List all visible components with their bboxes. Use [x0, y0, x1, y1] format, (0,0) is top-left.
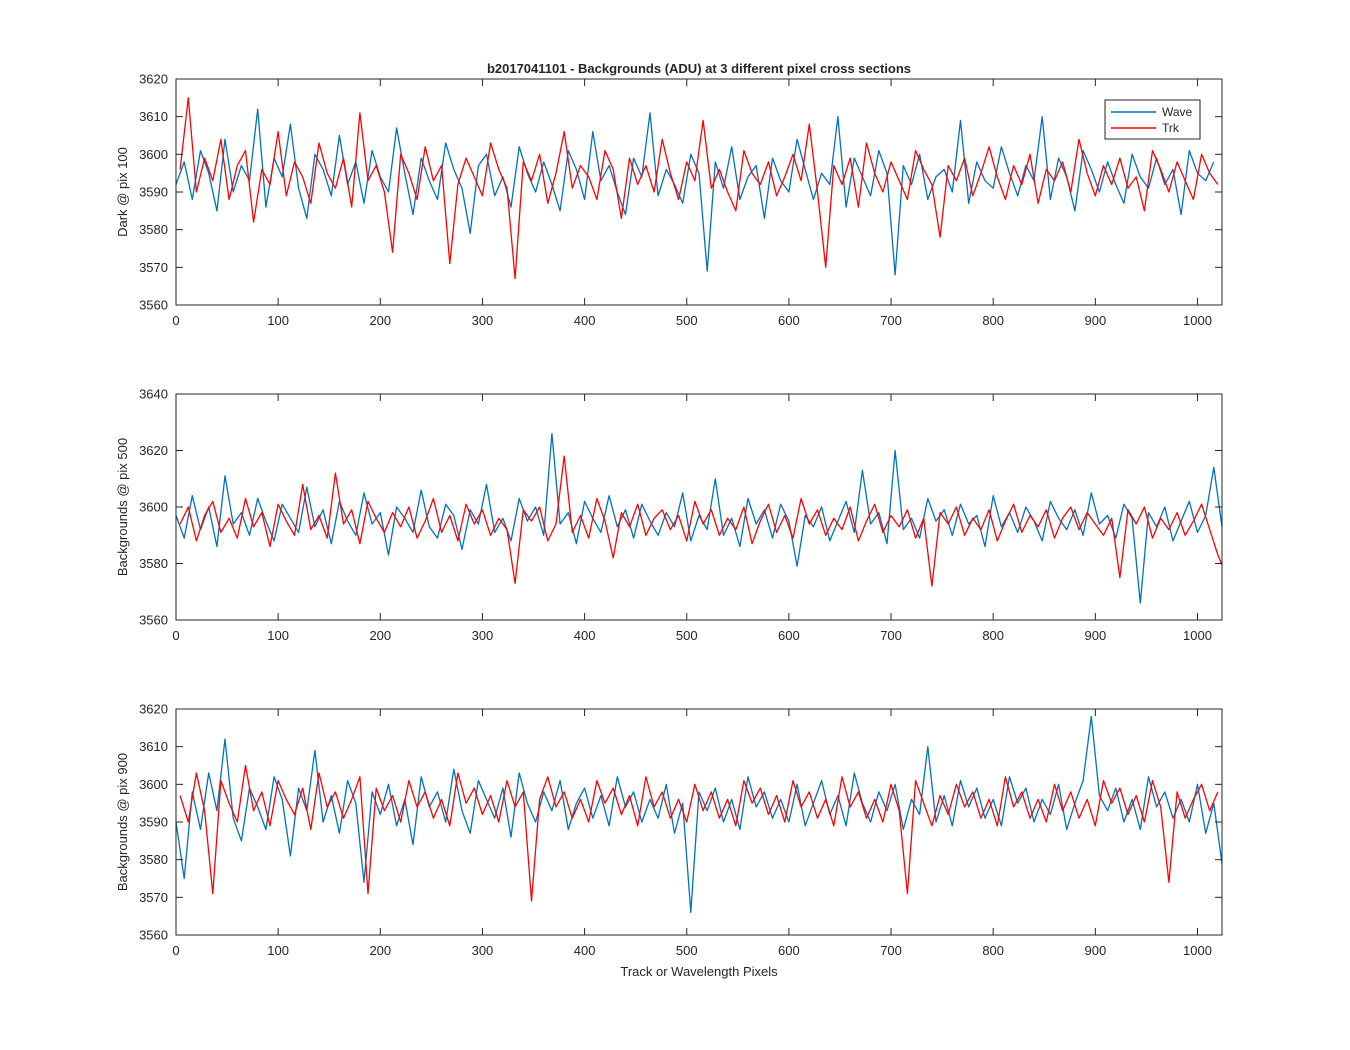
subplots: 0 100 200 300 400 500 600 700 800 900 100035603570…: [115, 72, 1223, 958]
subplot-2: 0 100 200 300 400 500 600 700 800 900 1000 3560 3580…: [115, 387, 1223, 643]
y-tick-label: 3600: [139, 147, 168, 162]
legend: Wave Trk: [1104, 99, 1201, 140]
y-tick-label: 3600: [139, 500, 168, 515]
x-tick-label: 900: [1084, 943, 1106, 958]
x-tick-label: 700: [880, 943, 902, 958]
x-tick-label: 100: [267, 628, 289, 643]
x-tick-label: 800: [982, 943, 1004, 958]
x-tick-label: 300: [472, 313, 494, 328]
x-tick-label: 600: [778, 943, 800, 958]
y-tick-label: 3610: [139, 109, 168, 124]
x-tick-label: 600: [778, 628, 800, 643]
x-tick-label: 500: [676, 313, 698, 328]
x-tick-label: 800: [982, 628, 1004, 643]
series-line-trk: [179, 455, 1222, 587]
x-axis-label: Track or Wavelength Pixels: [620, 964, 778, 979]
series-line-trk: [179, 764, 1219, 902]
x-tick-label: 400: [574, 313, 596, 328]
y-axis-label: Backgrounds @ pix 900: [115, 753, 130, 891]
x-tick-label: 200: [369, 628, 391, 643]
y-tick-label: 3620: [139, 443, 168, 458]
x-tick-label: 900: [1084, 628, 1106, 643]
x-tick-label: 1000: [1183, 628, 1212, 643]
figure-title: b2017041101 - Backgrounds (ADU) at 3 dif…: [487, 61, 911, 76]
x-tick-label: 700: [880, 313, 902, 328]
subplot-3: 0 100 200 300 400 500 600 700 800 900 1000 3560 3570…: [115, 702, 1223, 958]
x-tick-label: 700: [880, 628, 902, 643]
x-tick-label: 300: [472, 943, 494, 958]
y-axis-label: Dark @ pix 100: [115, 147, 130, 237]
y-tick-label: 3580: [139, 222, 168, 237]
series-line-wave: [176, 108, 1215, 276]
subplot-1: 0 100 200 300 400 500 600 700 800 900 1000 3560 3570…: [115, 72, 1223, 328]
y-tick-label: 3620: [139, 702, 168, 717]
plot-area: [176, 394, 1222, 620]
legend-label-wave: Wave: [1162, 105, 1193, 119]
x-tick-label: 0: [172, 628, 179, 643]
x-tick-label: 0: [172, 313, 179, 328]
x-tick-label: 100: [267, 943, 289, 958]
series-group: [176, 715, 1222, 914]
series-line-trk: [179, 97, 1219, 280]
x-tick-label: 500: [676, 943, 698, 958]
y-tick-label: 3620: [139, 72, 168, 87]
x-tick-label: 300: [472, 628, 494, 643]
y-tick-label: 3560: [139, 928, 168, 943]
x-tick-label: 200: [369, 313, 391, 328]
y-tick-label: 3580: [139, 852, 168, 867]
y-axis-label: Backgrounds @ pix 500: [115, 438, 130, 576]
x-tick-label: 200: [369, 943, 391, 958]
x-tick-label: 900: [1084, 313, 1106, 328]
x-tick-label: 600: [778, 313, 800, 328]
y-tick-label: 3590: [139, 815, 168, 830]
x-tick-label: 1000: [1183, 943, 1212, 958]
x-tick-label: 500: [676, 628, 698, 643]
y-tick-label: 3560: [139, 298, 168, 313]
y-tick-label: 3600: [139, 777, 168, 792]
x-tick-label: 400: [574, 628, 596, 643]
y-tick-label: 3610: [139, 739, 168, 754]
legend-label-trk: Trk: [1162, 121, 1180, 135]
y-tick-label: 3590: [139, 185, 168, 200]
legend-box: [1104, 99, 1201, 140]
x-tick-label: 800: [982, 313, 1004, 328]
series-group: [176, 432, 1222, 604]
y-tick-label: 3580: [139, 556, 168, 571]
series-group: [176, 97, 1219, 280]
x-tick-label: 100: [267, 313, 289, 328]
y-tick-label: 3640: [139, 387, 168, 402]
y-tick-label: 3560: [139, 613, 168, 628]
x-tick-label: 1000: [1183, 313, 1212, 328]
plot-area: [176, 79, 1222, 305]
plot-area: [176, 709, 1222, 935]
x-tick-label: 400: [574, 943, 596, 958]
y-tick-label: 3570: [139, 260, 168, 275]
x-tick-label: 0: [172, 943, 179, 958]
y-tick-label: 3570: [139, 890, 168, 905]
series-line-wave: [176, 715, 1222, 914]
